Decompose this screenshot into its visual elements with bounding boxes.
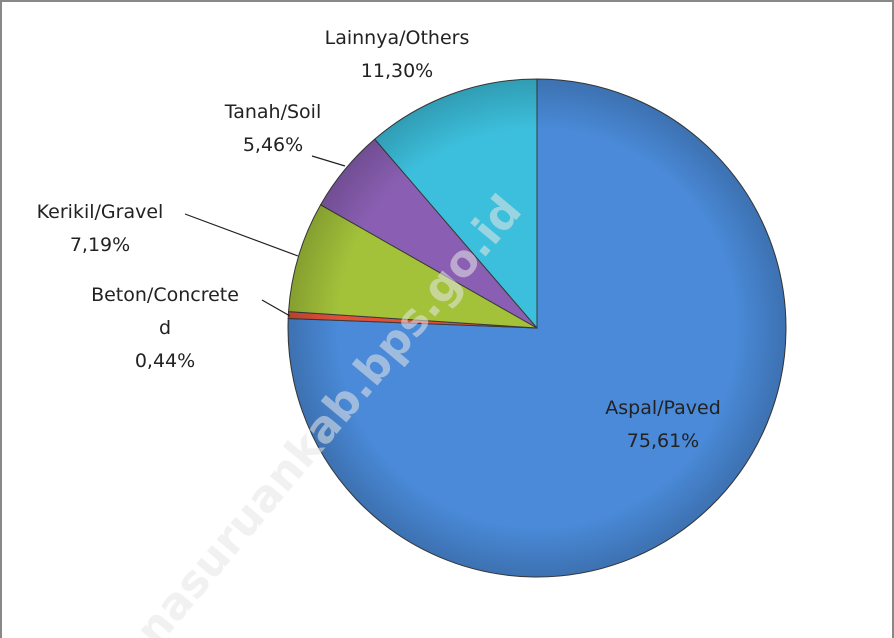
leader-line [311,155,346,167]
value-label: 5,46% [242,134,304,156]
category-label: Tanah/Soil [224,101,322,123]
category-label: Kerikil/Gravel [36,201,164,223]
slice-label: Aspal/Paved 75,61% [605,392,721,458]
value-label: 0,44% [134,350,196,372]
value-label: 11,30% [360,60,434,82]
category-label: Aspal/Paved [605,397,721,419]
leader-line [261,299,291,317]
value-label: 7,19% [69,234,131,256]
leader-line [184,213,299,257]
slice-label: Lainnya/Others 11,30% [325,22,470,88]
category-label: Lainnya/Others [324,27,470,49]
value-label: 75,61% [626,430,700,452]
slice-label: Tanah/Soil 5,46% [225,96,321,162]
category-label: Beton/Concreted [91,284,239,339]
slice-label: Beton/Concreted 0,44% [85,279,245,378]
slice-label: Kerikil/Gravel 7,19% [37,196,164,262]
